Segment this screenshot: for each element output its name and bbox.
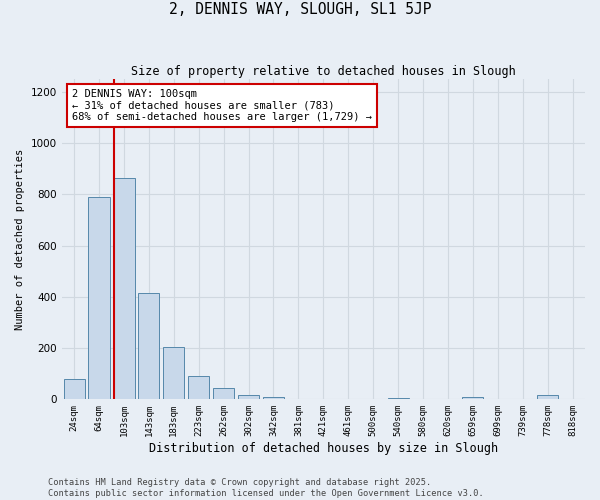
- Bar: [238, 396, 259, 400]
- Bar: [88, 197, 110, 400]
- Text: 2 DENNIS WAY: 100sqm
← 31% of detached houses are smaller (783)
68% of semi-deta: 2 DENNIS WAY: 100sqm ← 31% of detached h…: [72, 89, 372, 122]
- Bar: [263, 397, 284, 400]
- Bar: [213, 388, 234, 400]
- Bar: [462, 397, 484, 400]
- Title: Size of property relative to detached houses in Slough: Size of property relative to detached ho…: [131, 65, 516, 78]
- Text: Contains HM Land Registry data © Crown copyright and database right 2025.
Contai: Contains HM Land Registry data © Crown c…: [48, 478, 484, 498]
- Y-axis label: Number of detached properties: Number of detached properties: [15, 148, 25, 330]
- Bar: [188, 376, 209, 400]
- Bar: [64, 379, 85, 400]
- Bar: [138, 293, 160, 400]
- Text: 2, DENNIS WAY, SLOUGH, SL1 5JP: 2, DENNIS WAY, SLOUGH, SL1 5JP: [169, 2, 431, 18]
- X-axis label: Distribution of detached houses by size in Slough: Distribution of detached houses by size …: [149, 442, 498, 455]
- Bar: [163, 347, 184, 400]
- Bar: [113, 178, 134, 400]
- Bar: [388, 398, 409, 400]
- Bar: [537, 396, 558, 400]
